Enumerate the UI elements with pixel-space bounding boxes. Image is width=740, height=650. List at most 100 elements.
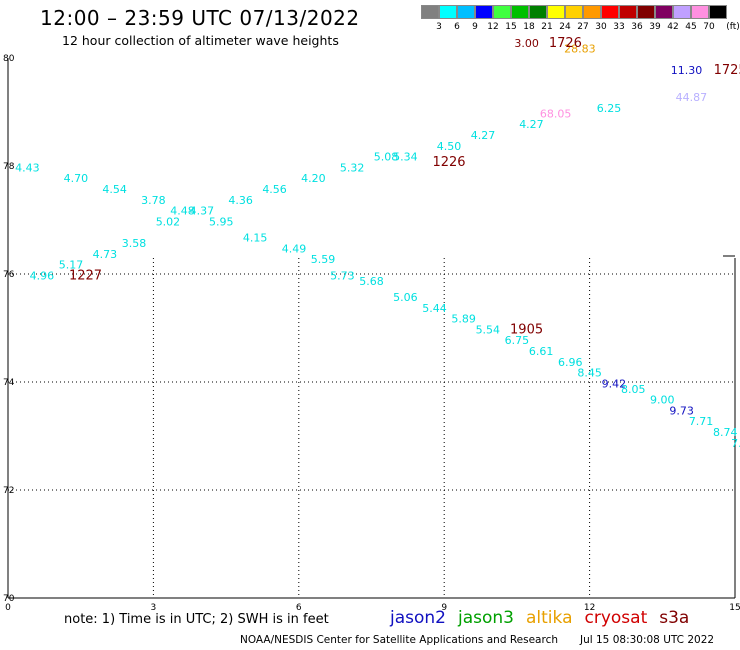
x-tick-label: 3 xyxy=(151,603,157,613)
wave-height-label: 68.05 xyxy=(540,107,572,120)
colorbar-swatch xyxy=(511,5,529,19)
wave-height-label: 4.54 xyxy=(102,183,127,196)
chart-title: 12:00 – 23:59 UTC 07/13/2022 xyxy=(40,6,360,30)
wave-height-label: 5.32 xyxy=(340,161,365,174)
time-annotation: 1905 xyxy=(510,322,543,337)
wave-height-label: 8.45 xyxy=(577,367,602,380)
colorbar-label: 30 xyxy=(595,22,607,32)
wave-height-label: 4.27 xyxy=(519,118,544,131)
y-tick-label: 76 xyxy=(3,270,15,280)
wave-height-label: 5.02 xyxy=(156,215,181,228)
x-tick-label: 9 xyxy=(441,603,447,613)
wave-height-label: 5.54 xyxy=(476,323,501,336)
wave-height-label: 5.08 xyxy=(374,151,399,164)
colorbar-label: 42 xyxy=(667,22,679,32)
wave-height-label: 4.96 xyxy=(30,269,55,282)
wave-height-label: 5.59 xyxy=(311,253,336,266)
wave-height-label: 28.83 xyxy=(564,43,596,56)
colorbar-swatch xyxy=(547,5,565,19)
wave-height-label: 3.00 xyxy=(514,37,539,50)
colorbar-swatch xyxy=(583,5,601,19)
satellite-legend-s3a: s3a xyxy=(659,608,690,628)
wave-height-label: 4.56 xyxy=(262,183,287,196)
colorbar-unit: (ft) xyxy=(726,22,740,32)
y-tick-label: 80 xyxy=(3,54,15,64)
y-tick-label: 72 xyxy=(3,486,14,496)
colorbar-label: 15 xyxy=(505,22,517,32)
colorbar-label: 12 xyxy=(487,22,499,32)
wave-height-label: 5.73 xyxy=(330,269,355,282)
wave-height-label: 5.34 xyxy=(393,151,418,164)
colorbar-swatch xyxy=(619,5,637,19)
footer-note: note: 1) Time is in UTC; 2) SWH is in fe… xyxy=(64,612,329,627)
colorbar-label: 45 xyxy=(685,22,697,32)
y-tick-label: 78 xyxy=(3,162,15,172)
wave-height-label: 3.78 xyxy=(141,194,166,207)
wave-height-label: 4.49 xyxy=(282,242,307,255)
wave-height-label: 5.68 xyxy=(359,275,384,288)
wave-height-label: 9.73 xyxy=(669,404,694,417)
wave-height-label: 6.96 xyxy=(558,356,583,369)
colorbar-swatch xyxy=(457,5,475,19)
wave-height-label: 4.73 xyxy=(93,248,118,261)
colorbar-label: 33 xyxy=(613,22,625,32)
time-annotation: 1725 xyxy=(714,63,740,78)
wave-height-label: 5.95 xyxy=(209,215,234,228)
colorbar-swatch xyxy=(655,5,673,19)
timestamp: Jul 15 08:30:08 UTC 2022 xyxy=(580,634,715,646)
colorbar-swatch xyxy=(565,5,583,19)
wave-height-label: 44.87 xyxy=(676,91,708,104)
satellite-legend-altika: altika xyxy=(526,608,573,628)
wave-height-label: 4.50 xyxy=(437,140,462,153)
colorbar-label: 36 xyxy=(631,22,643,32)
x-tick-label: 6 xyxy=(296,603,302,613)
wave-height-label: 4.15 xyxy=(243,232,268,245)
wave-height-label: 6.61 xyxy=(529,345,554,358)
colorbar-label: 27 xyxy=(577,22,589,32)
wave-height-label: 8.74 xyxy=(713,426,738,439)
wave-height-label: 7.5 xyxy=(731,437,740,450)
colorbar-label: 24 xyxy=(559,22,571,32)
colorbar-swatch xyxy=(529,5,547,19)
chart-subtitle: 12 hour collection of altimeter wave hei… xyxy=(62,33,339,48)
colorbar-swatch xyxy=(475,5,493,19)
y-tick-label: 70 xyxy=(3,594,15,604)
satellite-legend-jason3: jason3 xyxy=(458,608,514,628)
wave-height-label: 6.75 xyxy=(505,334,530,347)
satellite-legend: jason2 jason3 altika cryosat s3a xyxy=(390,608,701,628)
wave-height-label: 5.44 xyxy=(422,302,447,315)
colorbar-label: 70 xyxy=(703,22,715,32)
colorbar-swatch xyxy=(691,5,709,19)
wave-height-label: 6.25 xyxy=(597,102,622,115)
wave-height-label: 5.17 xyxy=(59,259,84,272)
colorbar-label: 9 xyxy=(472,22,478,32)
wave-height-label: 11.30 xyxy=(671,64,703,77)
colorbar-label: 3 xyxy=(436,22,442,32)
time-annotation: 1726 xyxy=(549,36,582,51)
wave-height-label: 4.48 xyxy=(170,205,195,218)
x-tick-label: 12 xyxy=(584,603,595,613)
wave-height-label: 5.06 xyxy=(393,291,418,304)
wave-height-label: 4.27 xyxy=(471,129,496,142)
colorbar-label: 21 xyxy=(541,22,553,32)
wave-height-label: 3.58 xyxy=(122,237,147,250)
wave-height-label: 9.42 xyxy=(602,377,627,390)
satellite-legend-cryosat: cryosat xyxy=(584,608,648,628)
wave-height-label: 5.89 xyxy=(451,313,476,326)
credit-line: NOAA/NESDIS Center for Satellite Applica… xyxy=(240,634,558,646)
wave-height-label: 4.37 xyxy=(190,205,215,218)
colorbar-label: 18 xyxy=(523,22,535,32)
x-tick-label: 15 xyxy=(729,603,740,613)
x-tick-label: 0 xyxy=(5,603,11,613)
wave-height-label: 4.70 xyxy=(64,172,89,185)
wave-height-label: 9.00 xyxy=(650,394,675,407)
y-tick-label: 74 xyxy=(3,378,15,388)
colorbar-swatch xyxy=(421,5,439,19)
wave-height-label: 8.05 xyxy=(621,383,646,396)
colorbar-label: 6 xyxy=(454,22,460,32)
time-annotation: 1226 xyxy=(432,155,465,170)
wave-height-label: 7.71 xyxy=(689,415,714,428)
wave-height-label: 4.36 xyxy=(228,194,253,207)
